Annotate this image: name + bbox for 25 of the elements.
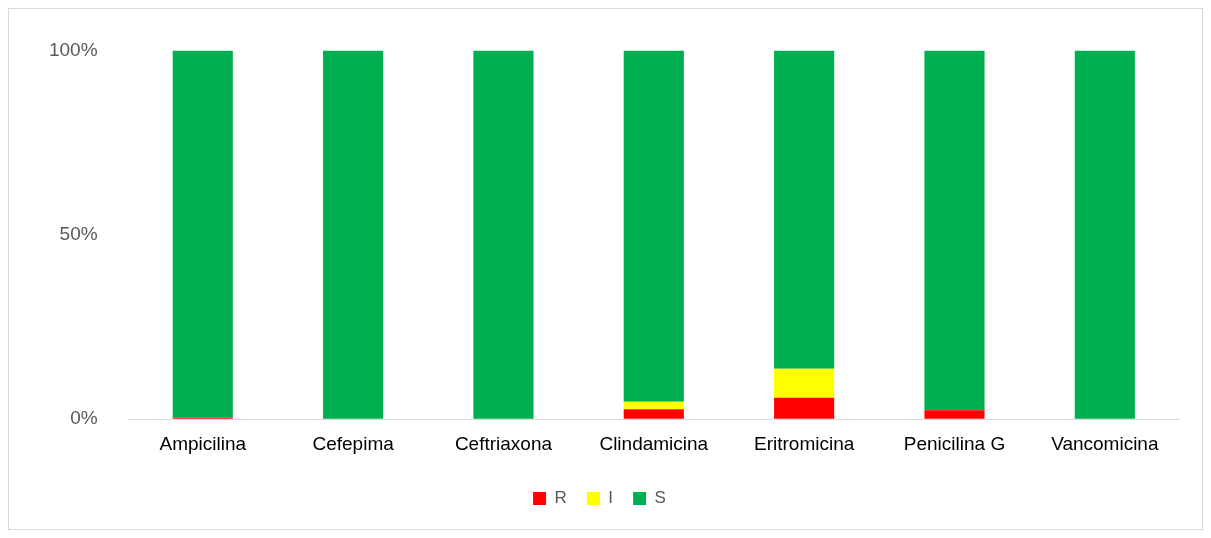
x-tick-label: Ceftriaxona — [454, 432, 553, 454]
x-tick-label: Penicilina G — [903, 432, 1006, 454]
x-tick-label: Vancomicina — [1051, 432, 1159, 454]
x-tick-label: Eritromicina — [753, 432, 855, 454]
bar — [774, 397, 835, 419]
bar — [323, 50, 384, 419]
x-tick-label: Cefepima — [312, 432, 395, 454]
bar — [172, 50, 233, 418]
x-tick-label: Ampicilina — [159, 432, 247, 454]
bar — [623, 50, 684, 402]
legend-label: R — [554, 488, 567, 508]
x-tick-label: Clindamicina — [599, 432, 709, 454]
bar — [1074, 50, 1135, 419]
bar — [473, 50, 534, 419]
bar — [623, 401, 684, 410]
bar — [924, 50, 985, 411]
legend-label: S — [654, 488, 666, 508]
y-tick-label: 50% — [59, 223, 98, 245]
bar — [623, 409, 684, 419]
y-tick-label: 100% — [48, 38, 98, 60]
legend-label: I — [608, 488, 614, 508]
bar — [774, 50, 835, 369]
bar — [924, 410, 985, 419]
y-tick-label: 0% — [70, 407, 98, 429]
bar — [774, 368, 835, 398]
